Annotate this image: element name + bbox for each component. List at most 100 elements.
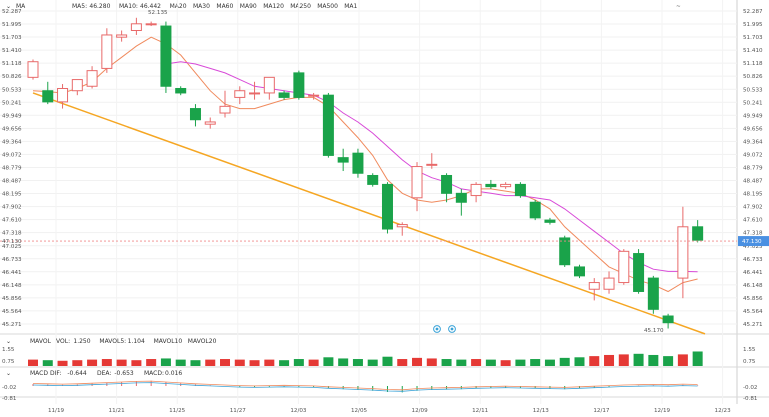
- mavol-legend-indicator[interactable]: MAVOL: [30, 338, 52, 345]
- nav-right-icon[interactable]: [448, 325, 456, 333]
- candle-body-41[interactable]: [633, 253, 645, 292]
- candle-body-22[interactable]: [352, 152, 364, 174]
- volume-bar-45: [692, 351, 703, 366]
- current-price-label: 47.130: [742, 239, 762, 245]
- mavol-collapse-icon[interactable]: ⌄: [6, 338, 11, 345]
- x-tick-label-10: 12/19: [654, 408, 671, 414]
- candle-body-28[interactable]: [441, 174, 453, 194]
- legend-item-8[interactable]: MA500: [317, 3, 338, 10]
- candle-body-6[interactable]: [116, 34, 128, 38]
- legend-item-2[interactable]: MACD:: [144, 370, 164, 377]
- candle-body-4[interactable]: [86, 70, 98, 87]
- annotation-layer: 52.135 45.170 ~: [148, 4, 681, 334]
- candle-body-19[interactable]: [308, 94, 320, 97]
- candle-body-10[interactable]: [175, 87, 187, 94]
- candle-body-44[interactable]: [677, 226, 689, 279]
- volume-bar-8: [146, 359, 157, 366]
- macd-collapse-icon[interactable]: ⌄: [6, 370, 11, 377]
- candle-body-42[interactable]: [647, 277, 659, 310]
- volume-bar-32: [500, 360, 511, 366]
- candle-body-39[interactable]: [603, 277, 615, 290]
- candle-body-35[interactable]: [544, 219, 556, 223]
- y-tick-label-right-7: 50.241: [743, 100, 763, 106]
- trendline[interactable]: [32, 92, 706, 335]
- volume-bar-3: [72, 360, 83, 366]
- candle-body-14[interactable]: [234, 90, 246, 98]
- candle-body-13[interactable]: [219, 105, 231, 114]
- collapse-icon[interactable]: ⌄: [6, 3, 11, 10]
- candle-body-12[interactable]: [204, 121, 216, 125]
- candle-body-16[interactable]: [263, 76, 275, 94]
- y-tick-label-10: 49.364: [2, 139, 22, 145]
- volume-bar-4: [87, 359, 98, 366]
- candle-body-9[interactable]: [160, 25, 172, 87]
- volume-bar-19: [308, 359, 319, 366]
- candle-body-3[interactable]: [71, 79, 83, 92]
- x-tick-label-5: 12/05: [351, 408, 368, 414]
- candle-body-31[interactable]: [485, 183, 497, 188]
- ma5-line: [32, 36, 698, 293]
- candle-body-21[interactable]: [337, 157, 349, 163]
- candle-body-33[interactable]: [514, 183, 526, 197]
- legend-item-4[interactable]: MA60: [216, 3, 233, 10]
- candle-body-25[interactable]: [396, 224, 408, 228]
- candle-body-30[interactable]: [470, 183, 482, 197]
- volume-bar-16: [264, 359, 275, 366]
- volume-axis: 1.55 1.55 0.75 0.75: [2, 347, 756, 365]
- candle-body-11[interactable]: [189, 108, 201, 121]
- volume-bar-5: [101, 359, 112, 366]
- candle-body-37[interactable]: [573, 266, 585, 277]
- candle-body-15[interactable]: [249, 92, 261, 95]
- legend-item-6[interactable]: MA120: [263, 3, 284, 10]
- candle-body-34[interactable]: [529, 201, 541, 219]
- y-tick-label-13: 48.487: [2, 179, 22, 185]
- candle-body-38[interactable]: [588, 282, 600, 290]
- macd-legend-indicator[interactable]: MACD: [30, 370, 48, 377]
- nav-left-icon[interactable]: [433, 325, 441, 333]
- legend-item-9[interactable]: MA1: [344, 3, 357, 10]
- candle-body-45[interactable]: [692, 226, 704, 241]
- candle-body-26[interactable]: [411, 166, 423, 199]
- candle-body-24[interactable]: [381, 183, 393, 230]
- y-tick-label-right-17: 47.318: [743, 231, 763, 237]
- y-tick-label-right-14: 48.195: [743, 192, 763, 198]
- legend-item-1[interactable]: DEA:: [97, 370, 111, 377]
- legend-value-1: 1.104: [128, 338, 145, 345]
- legend-item-7[interactable]: MA250: [290, 3, 311, 10]
- candle-body-18[interactable]: [293, 72, 305, 98]
- candle-body-27[interactable]: [426, 163, 438, 166]
- candle-body-36[interactable]: [559, 237, 571, 266]
- y-tick-label-right-16: 47.610: [743, 218, 763, 224]
- candle-body-8[interactable]: [145, 23, 157, 26]
- candle-body-43[interactable]: [662, 315, 674, 324]
- legend-item-1[interactable]: MAVOL5:: [99, 338, 126, 345]
- legend-item-2[interactable]: MAVOL10: [154, 338, 183, 345]
- candle-body-17[interactable]: [278, 92, 290, 98]
- candle-body-29[interactable]: [455, 192, 467, 203]
- candle-body-23[interactable]: [367, 174, 379, 185]
- legend-item-5[interactable]: MA90: [240, 3, 257, 10]
- candle-body-1[interactable]: [42, 90, 54, 103]
- candle-body-7[interactable]: [130, 23, 142, 31]
- macd-dif-line: [32, 380, 698, 391]
- legend-item-2[interactable]: MA20: [170, 3, 187, 10]
- legend-item-3[interactable]: MA30: [193, 3, 210, 10]
- volume-bar-7: [131, 360, 142, 366]
- volume-bar-39: [604, 354, 615, 366]
- legend-item-1[interactable]: MA10:: [119, 3, 138, 10]
- current-price-layer: 47.130 47.130: [0, 236, 769, 247]
- legend-value-1: -0.653: [114, 370, 134, 377]
- legend-item-3[interactable]: MAVOL20: [188, 338, 217, 345]
- candle-body-40[interactable]: [618, 250, 630, 284]
- candle-body-0[interactable]: [27, 61, 39, 78]
- legend-item-0[interactable]: DIF:: [50, 370, 61, 377]
- candle-body-20[interactable]: [322, 94, 334, 156]
- legend-item-0[interactable]: MA5:: [72, 3, 87, 10]
- legend-value-0: 1.250: [73, 338, 90, 345]
- legend-item-0[interactable]: VOL:: [56, 338, 70, 345]
- volume-bar-14: [234, 359, 245, 366]
- candle-body-32[interactable]: [500, 183, 512, 188]
- candle-body-2[interactable]: [57, 87, 69, 103]
- main-legend-indicator[interactable]: MA: [16, 3, 26, 10]
- candle-body-5[interactable]: [101, 34, 113, 69]
